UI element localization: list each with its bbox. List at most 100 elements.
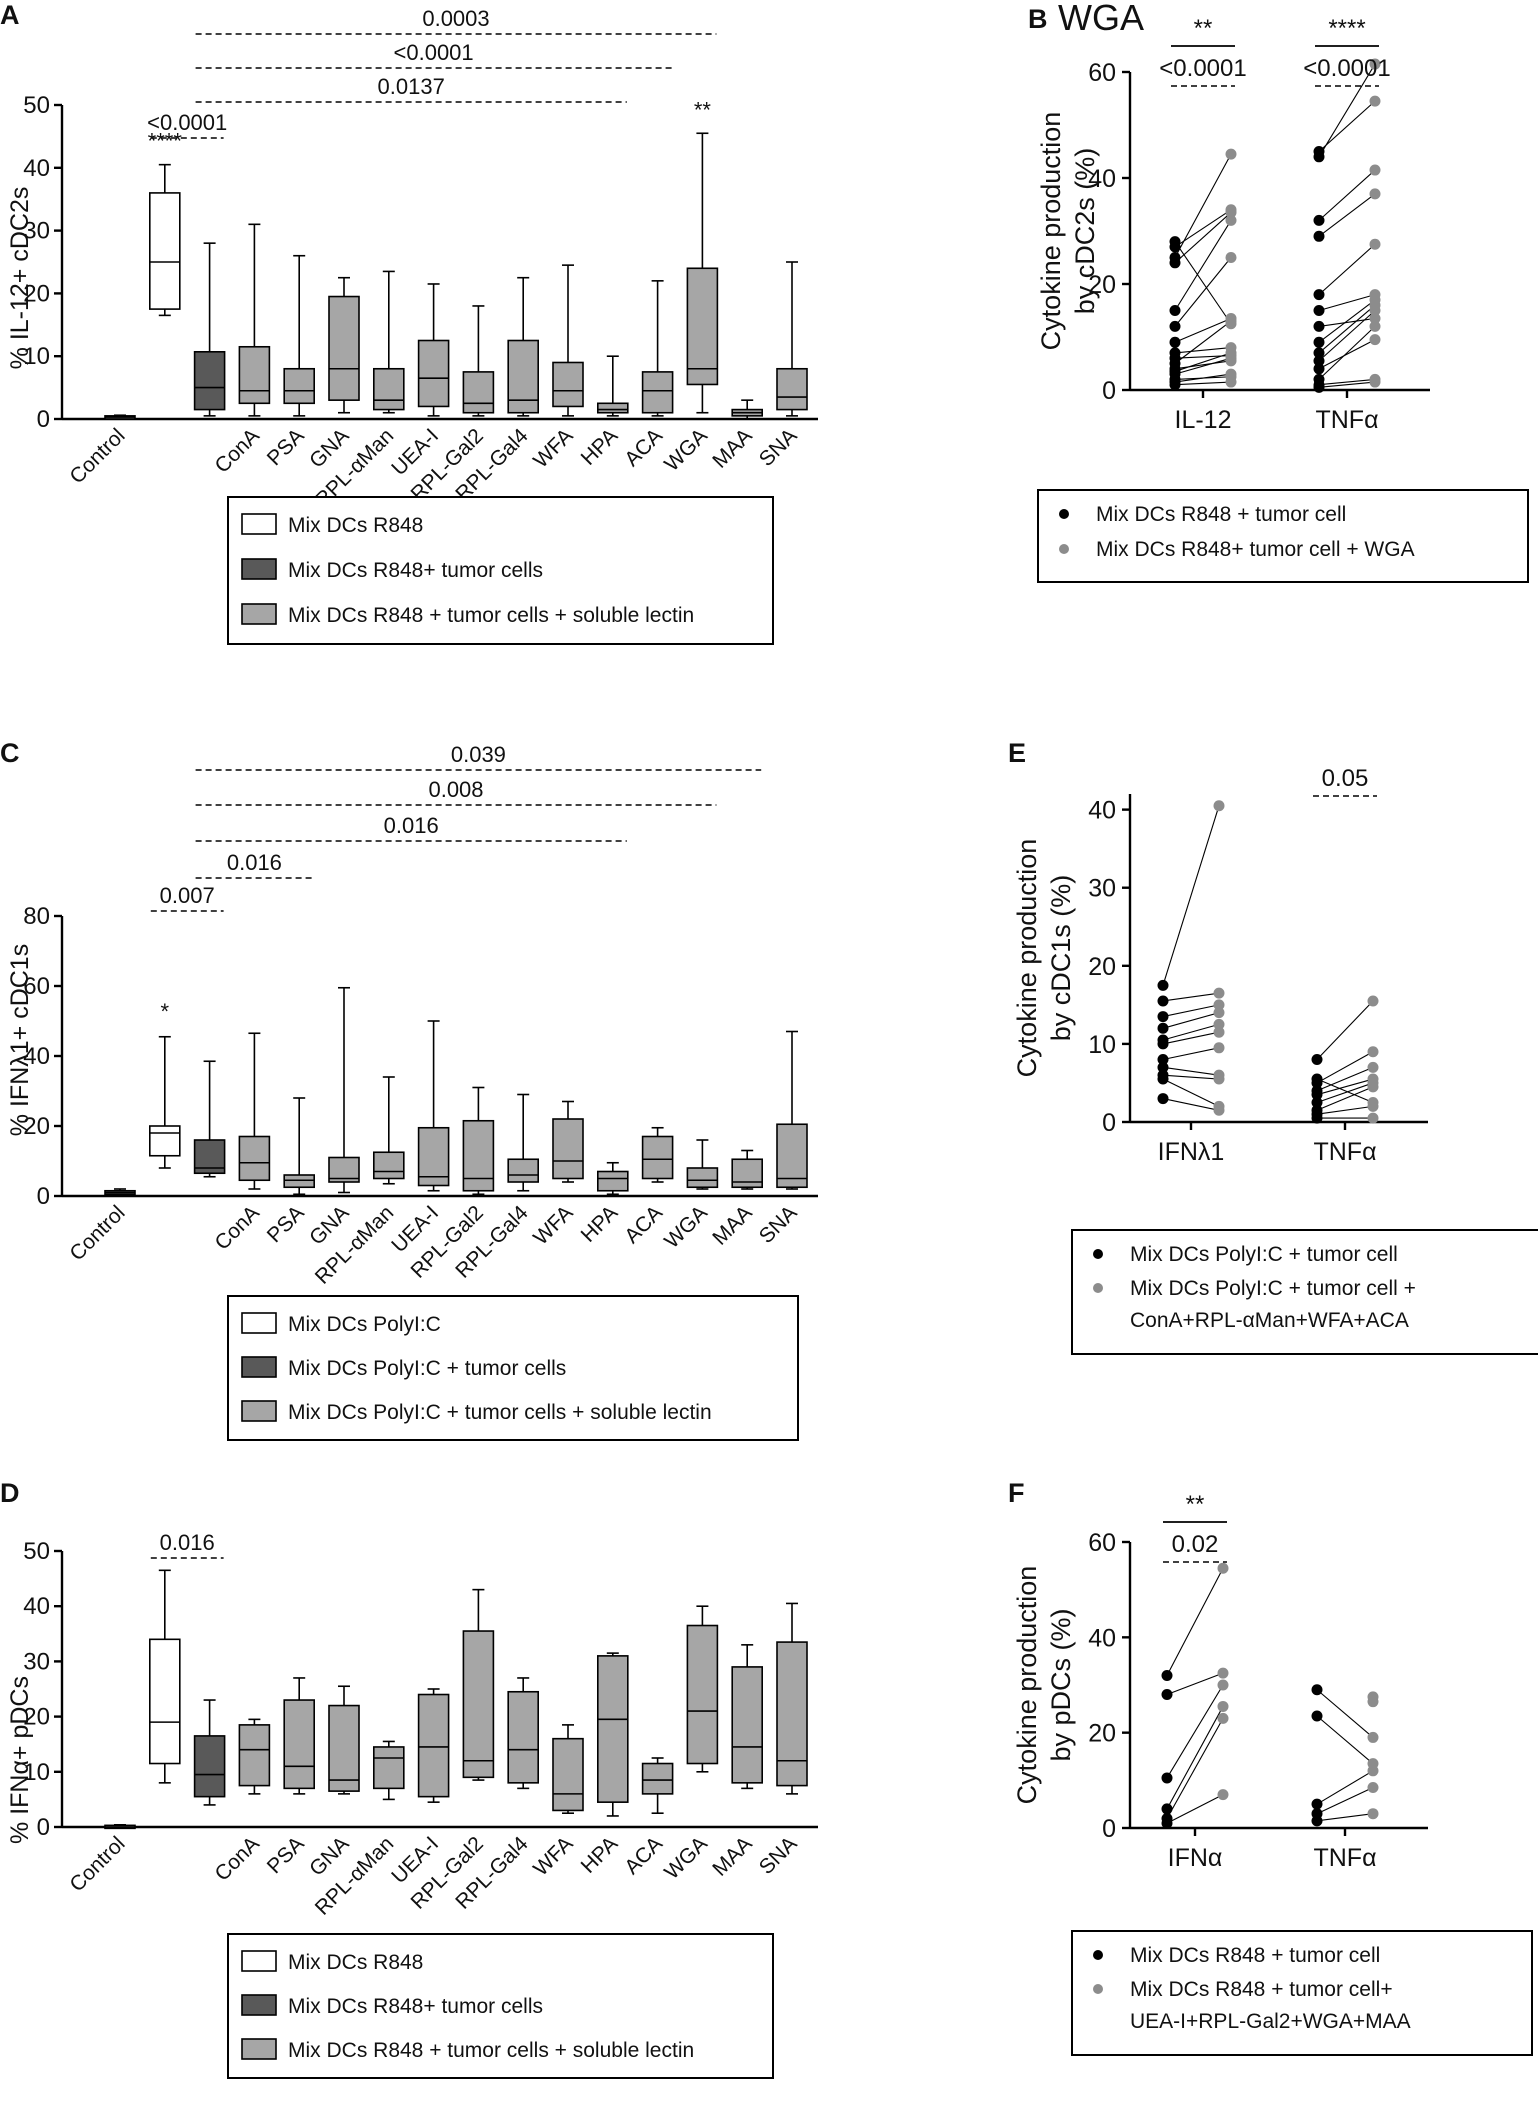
after-point [1367,1731,1379,1743]
pair-line [1174,381,1232,386]
before-point [1157,1011,1169,1023]
box [149,1125,181,1157]
x-tick-label: TNFα [1313,1844,1376,1872]
box [417,1693,450,1798]
y-tick-label: 0 [1102,377,1116,405]
x-tick-label: ConA [211,1832,264,1885]
p-value-label: <0.0001 [147,110,227,135]
after-point [1367,1758,1379,1770]
after-point [1369,312,1381,324]
after-point [1213,800,1225,812]
y-tick-label: 40 [1088,165,1116,193]
x-tick-label: WGA [660,1201,712,1253]
box [417,1126,450,1187]
after-point [1369,334,1381,346]
legend-marker-gray [1093,1984,1103,1994]
before-point [1311,1073,1323,1085]
pair-line [1318,326,1376,380]
y-tick-label: 40 [1088,1624,1116,1652]
y-tick-label: 20 [23,1113,50,1140]
before-point [1161,1669,1173,1681]
after-point [1369,58,1381,70]
box [462,371,495,414]
after-point [1367,1061,1379,1073]
after-point [1225,371,1237,383]
pair-line [1166,1567,1224,1676]
pair-line [1162,1047,1220,1061]
legend-swatch [241,1312,277,1334]
panel-e-chart: Cytokine production by cDC1s (%) 0 10 20 30 40… [1012,765,1538,1355]
pair-line [1318,381,1376,388]
legend-label: UEA-I+RPL-Gal2+WGA+MAA [1130,2010,1411,2033]
pair-line [1174,220,1232,311]
panel-d-ylabel: % IFNα+ pDCs [6,1676,34,1844]
p-value-label: 0.0137 [378,74,445,99]
significance-stars: ** [694,97,712,122]
box [776,1123,808,1189]
before-point [1311,1054,1323,1066]
box [552,361,584,408]
before-point [1313,320,1325,332]
legend-box [1071,1229,1538,1355]
y-tick-label: 40 [1088,797,1116,825]
significance-stars: * [161,999,170,1024]
p-value-label: 0.016 [384,813,439,838]
x-tick-label: WGA [660,1832,712,1884]
p-value-label: 0.008 [428,777,483,802]
pair-line [1174,355,1232,359]
pair-line [1174,209,1232,248]
before-point [1157,979,1169,991]
y-tick-label: 40 [23,1043,50,1070]
y-axis-title: Cytokine production [1012,839,1042,1078]
box [149,1638,181,1765]
legend-label: ConA+RPL-αMan+WFA+ACA [1130,1309,1409,1332]
pair-line [1162,1078,1220,1107]
pair-line [1316,1786,1374,1815]
pair-line [1318,378,1376,386]
box [731,1666,764,1784]
p-value-label: 0.007 [160,883,215,908]
after-point [1367,1691,1379,1703]
pair-line [1318,243,1376,296]
legend-marker-gray [1059,544,1069,554]
box [596,1170,629,1192]
legend-marker-black [1059,509,1069,519]
before-point [1157,995,1169,1007]
significance-stars: **** [148,129,183,154]
panel-b-chart: Cytokine production by cDC2s (%) 0 20 40 60 IL… [1036,15,1529,583]
after-point [1213,1026,1225,1038]
legend-label: Mix DCs R848+ tumor cells [288,1995,543,2018]
after-point [1225,350,1237,362]
box [686,1624,719,1765]
after-point [1369,188,1381,200]
x-tick-label: PSA [263,424,309,470]
p-value-label: <0.0001 [394,40,474,65]
pair-line [1318,310,1376,362]
before-point [1157,1093,1169,1105]
after-point [1217,1789,1229,1801]
pair-line [1174,317,1232,343]
p-value-label: 0.039 [451,742,506,767]
before-point [1313,373,1325,385]
x-tick-label: PSA [263,1832,309,1878]
before-point [1313,305,1325,316]
after-point [1225,204,1237,216]
box [552,1737,584,1812]
y-tick-label: 0 [37,1814,50,1841]
legend-label: Mix DCs PolyI:C + tumor cell [1130,1243,1398,1266]
y-tick-label: 60 [23,973,50,1000]
box [641,1762,674,1795]
x-tick-label: ConA [211,424,264,477]
pair-line [1316,1770,1374,1805]
box [641,371,674,414]
before-point [1157,1069,1169,1081]
legend-label: Mix DCs PolyI:C + tumor cells + soluble … [288,1401,712,1424]
x-tick-label: WFA [529,424,577,472]
legend-swatch [241,558,277,580]
after-point [1213,1018,1225,1030]
panel-letter-a: A [0,0,20,30]
before-point [1169,252,1181,263]
box [507,339,540,414]
x-tick-label: MAA [708,1201,756,1249]
